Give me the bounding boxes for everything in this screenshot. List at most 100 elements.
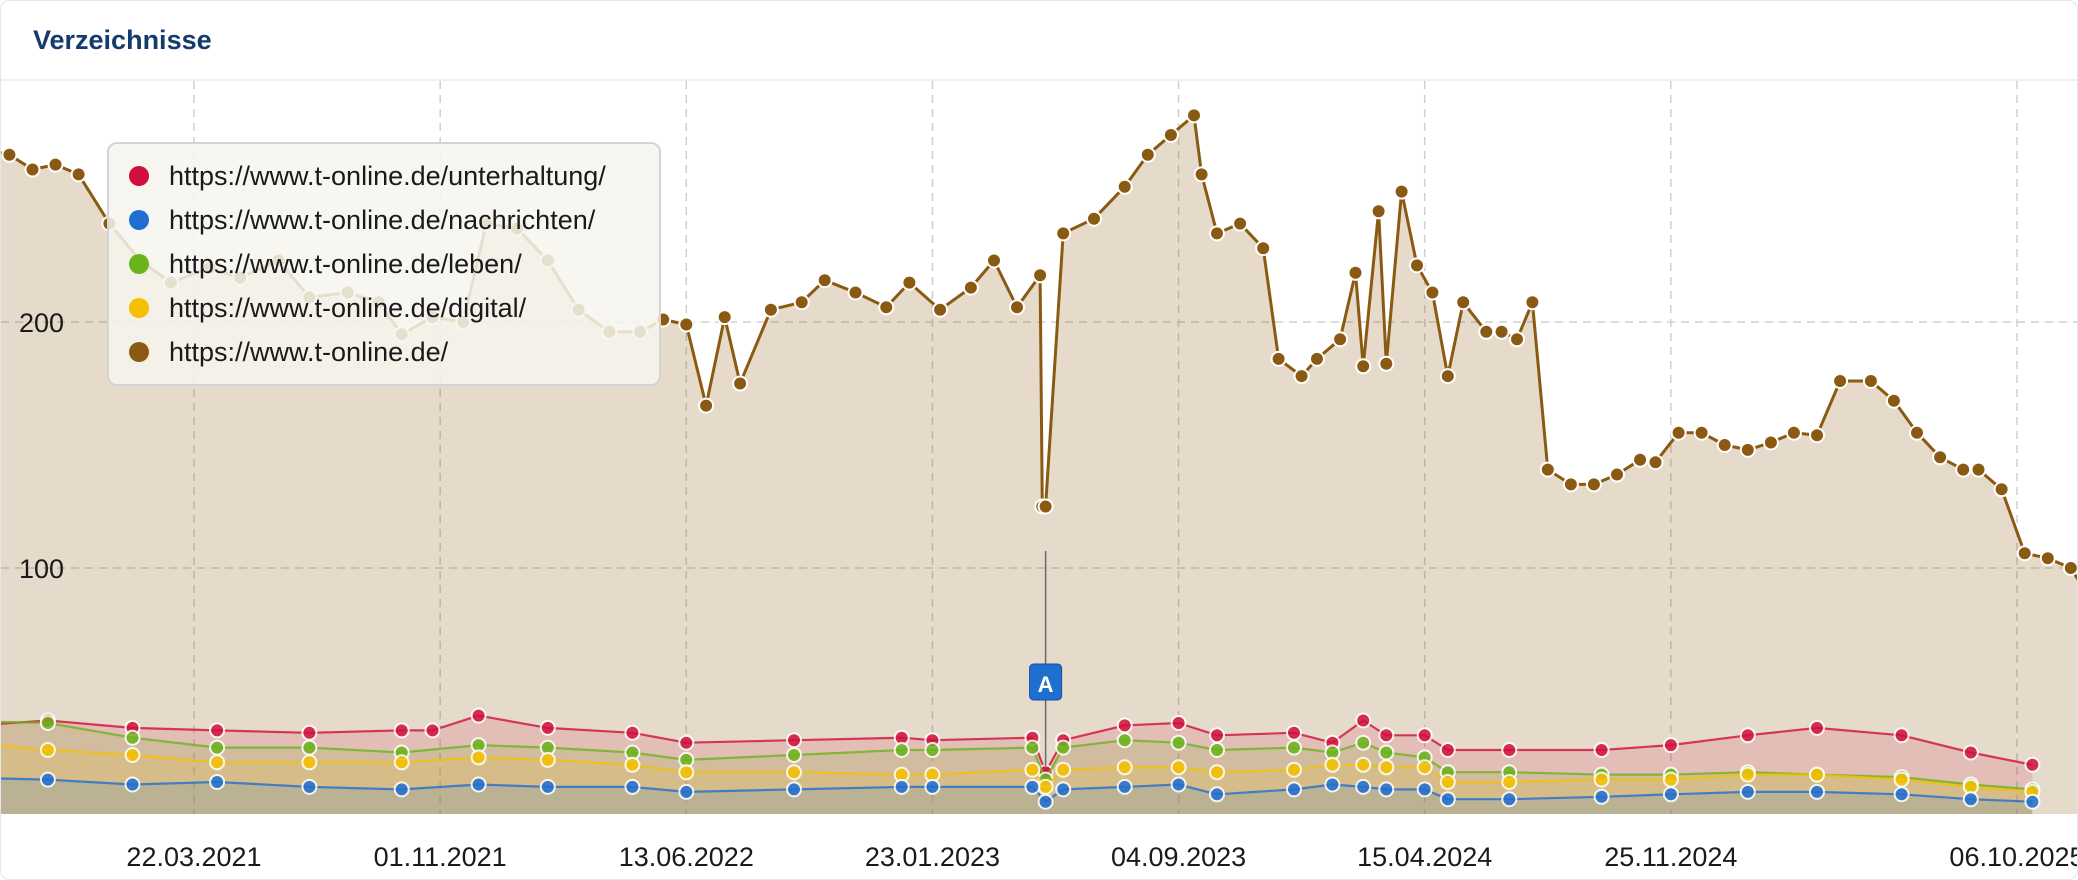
- legend-dot-icon: [129, 342, 149, 362]
- data-point: [1739, 727, 1756, 744]
- data-point: [2024, 756, 2041, 773]
- x-tick-label: 06.10.2025: [1949, 842, 2077, 872]
- data-point: [1116, 778, 1133, 795]
- data-point: [209, 722, 226, 739]
- data-point: [1286, 761, 1302, 778]
- legend-item[interactable]: https://www.t-online.de/: [129, 334, 448, 370]
- legend-item[interactable]: https://www.t-online.de/digital/: [129, 290, 526, 326]
- data-point: [301, 754, 318, 771]
- legend-label: https://www.t-online.de/digital/: [169, 292, 527, 323]
- data-point: [39, 715, 56, 731]
- data-point: [1162, 127, 1179, 143]
- data-point: [786, 747, 802, 763]
- data-point: [1885, 392, 1902, 409]
- legend-item[interactable]: https://www.t-online.de/nachrichten/: [129, 202, 595, 238]
- data-point: [624, 778, 641, 795]
- data-point: [539, 751, 556, 768]
- data-point: [1170, 734, 1187, 751]
- data-point: [1209, 764, 1225, 781]
- legend-item[interactable]: https://www.t-online.de/unterhaltung/: [129, 158, 606, 194]
- data-point: [539, 719, 556, 736]
- data-point: [1209, 786, 1225, 803]
- data-point: [1893, 727, 1910, 744]
- data-point: [1809, 427, 1825, 444]
- legend-label: https://www.t-online.de/unterhaltung/: [169, 160, 606, 191]
- data-point: [1762, 434, 1779, 451]
- data-point: [424, 722, 441, 739]
- data-point: [1893, 786, 1910, 803]
- x-tick-label: 23.01.2023: [865, 842, 1000, 872]
- data-point: [1785, 424, 1802, 441]
- data-point: [301, 778, 318, 795]
- data-point: [1439, 774, 1456, 790]
- data-point: [1539, 461, 1556, 478]
- data-point: [39, 742, 56, 758]
- data-point: [2024, 793, 2041, 810]
- data-point: [1037, 793, 1054, 810]
- data-point: [1647, 454, 1664, 471]
- data-point: [1186, 107, 1202, 124]
- data-point: [1439, 742, 1456, 758]
- data-point: [1455, 294, 1472, 311]
- data-point: [124, 729, 141, 746]
- data-point: [1832, 373, 1849, 389]
- series-area-www-t-online-de-digital: [1, 745, 2033, 814]
- data-point: [1024, 778, 1041, 795]
- data-point: [1032, 267, 1049, 284]
- legend-dot-icon: [129, 298, 149, 318]
- data-point: [1416, 781, 1433, 798]
- data-point: [1593, 771, 1610, 788]
- data-point: [1993, 481, 2010, 498]
- data-point: [1170, 715, 1187, 731]
- data-point: [1193, 166, 1210, 183]
- data-point: [1509, 331, 1525, 348]
- data-point: [1232, 215, 1249, 232]
- data-point: [1055, 225, 1072, 242]
- data-point: [1909, 424, 1925, 441]
- data-point: [301, 724, 318, 741]
- data-point: [1324, 776, 1341, 793]
- legend-dot-icon: [129, 166, 149, 186]
- data-point: [1139, 146, 1156, 163]
- data-point: [1670, 424, 1687, 441]
- data-point: [1501, 742, 1518, 758]
- data-point: [1739, 766, 1756, 783]
- data-point: [301, 739, 318, 756]
- annotation-label: A: [1038, 672, 1054, 697]
- data-point: [1524, 294, 1541, 311]
- legend-item[interactable]: https://www.t-online.de/leben/: [129, 246, 522, 282]
- data-point: [1632, 451, 1649, 468]
- data-point: [793, 294, 810, 311]
- data-point: [1270, 350, 1287, 367]
- data-point: [1309, 350, 1325, 367]
- data-point: [816, 272, 833, 289]
- data-point: [624, 724, 641, 741]
- data-point: [1955, 461, 1972, 478]
- data-point: [1439, 791, 1456, 808]
- data-point: [698, 397, 715, 414]
- data-point: [1416, 759, 1433, 776]
- data-point: [393, 781, 410, 798]
- data-point: [209, 739, 226, 756]
- data-point: [47, 156, 64, 173]
- data-point: [1493, 323, 1510, 340]
- data-point: [1286, 724, 1302, 741]
- legend-label: https://www.t-online.de/nachrichten/: [169, 204, 596, 235]
- data-point: [1593, 788, 1610, 805]
- data-point: [1962, 744, 1979, 761]
- data-point: [24, 161, 41, 178]
- data-point: [1255, 240, 1272, 257]
- data-point: [901, 274, 918, 291]
- data-point: [1739, 783, 1756, 800]
- data-point: [786, 732, 802, 749]
- card-header: Verzeichnisse: [1, 1, 2077, 81]
- data-point: [2039, 550, 2056, 567]
- data-point: [1809, 719, 1825, 736]
- data-point: [1209, 742, 1225, 758]
- data-point: [786, 764, 802, 781]
- data-point: [924, 742, 941, 758]
- data-point: [393, 754, 410, 771]
- data-point: [124, 747, 141, 763]
- data-point: [1170, 759, 1187, 776]
- data-point: [1562, 476, 1579, 493]
